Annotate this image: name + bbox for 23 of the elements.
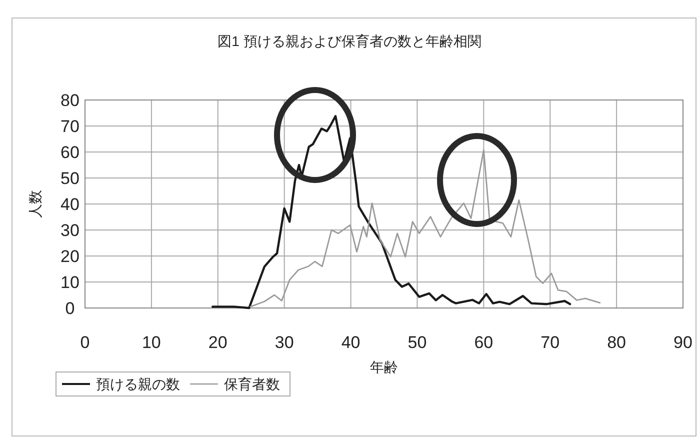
legend-label: 預ける親の数 bbox=[96, 376, 180, 392]
y-tick-label: 30 bbox=[60, 221, 80, 240]
x-tick-label: 20 bbox=[208, 333, 228, 352]
x-tick-label: 30 bbox=[274, 333, 294, 352]
y-tick-label: 60 bbox=[60, 143, 80, 162]
y-tick-label: 50 bbox=[60, 169, 80, 188]
legend-label: 保育者数 bbox=[224, 376, 280, 392]
chart-title: 図1 預ける親および保育者の数と年齢相関 bbox=[218, 33, 482, 49]
y-tick-label: 80 bbox=[60, 91, 80, 110]
y-tick-label: 40 bbox=[60, 195, 80, 214]
y-tick-label: 10 bbox=[60, 273, 80, 292]
x-tick-label: 50 bbox=[408, 333, 427, 352]
y-tick-label: 70 bbox=[60, 117, 80, 136]
y-tick-label: 20 bbox=[60, 247, 80, 266]
x-tick-label: 90 bbox=[674, 333, 692, 352]
x-tick-label: 60 bbox=[474, 333, 494, 352]
x-tick-label: 80 bbox=[607, 333, 626, 352]
x-axis-title: 年齢 bbox=[370, 359, 398, 375]
x-tick-label: 40 bbox=[341, 333, 360, 352]
x-tick-label: 10 bbox=[142, 333, 161, 352]
y-axis-title: 人数 bbox=[27, 190, 43, 218]
y-tick-label: 0 bbox=[65, 299, 75, 318]
x-tick-label: 70 bbox=[540, 333, 560, 352]
